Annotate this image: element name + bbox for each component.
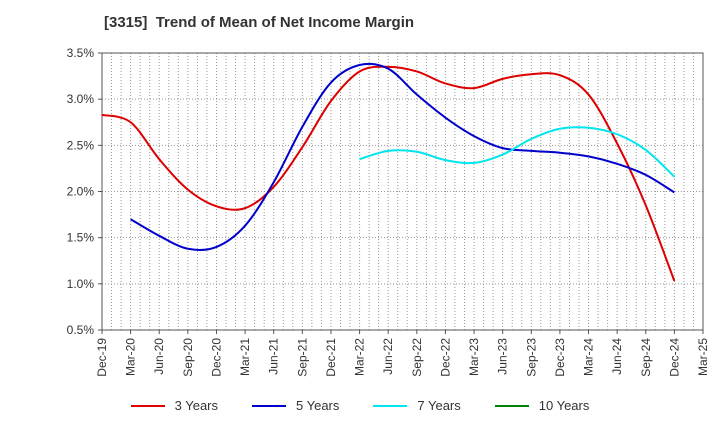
x-tick-label: Mar-22	[353, 338, 367, 376]
x-tick-label: Mar-25	[696, 338, 710, 376]
x-tick-label: Jun-24	[610, 338, 624, 375]
x-tick-label: Sep-23	[524, 338, 538, 377]
x-tick-label: Jun-22	[381, 338, 395, 375]
legend-label: 3 Years	[174, 398, 218, 413]
legend-label: 7 Years	[417, 398, 461, 413]
x-tick-label: Jun-21	[267, 338, 281, 375]
x-tick-label: Mar-21	[238, 338, 252, 376]
legend-item: 7 Years	[373, 398, 461, 413]
x-tick-label: Dec-24	[667, 338, 681, 377]
series-line-5-years	[130, 62, 675, 251]
y-tick-label: 1.0%	[67, 277, 95, 291]
x-tick-label: Sep-24	[639, 338, 653, 377]
x-tick-label: Dec-21	[324, 338, 338, 377]
legend-swatch	[373, 404, 408, 407]
x-tick-label: Mar-23	[467, 338, 481, 376]
legend-swatch	[130, 404, 165, 407]
x-tick-label: Jun-20	[152, 338, 166, 375]
x-tick-label: Sep-22	[410, 338, 424, 377]
y-tick-label: 3.0%	[67, 92, 95, 106]
y-tick-label: 3.5%	[67, 46, 95, 60]
x-tick-label: Dec-20	[209, 338, 223, 377]
legend-label: 10 Years	[538, 398, 590, 413]
legend: 3 Years 5 Years 7 Years 10 Years	[0, 398, 720, 413]
legend-swatch	[494, 404, 529, 407]
x-tick-label: Sep-21	[295, 338, 309, 377]
legend-swatch	[252, 404, 286, 407]
x-tick-label: Sep-20	[181, 338, 195, 377]
x-tick-label: Jun-23	[496, 338, 510, 375]
x-tick-label: Dec-19	[95, 338, 109, 377]
x-tick-label: Mar-20	[124, 338, 138, 376]
legend-item: 10 Years	[494, 398, 590, 413]
legend-label: 5 Years	[296, 398, 340, 413]
legend-item: 3 Years	[130, 398, 218, 413]
y-tick-label: 0.5%	[67, 323, 95, 337]
x-tick-label: Dec-23	[553, 338, 567, 377]
x-tick-label: Dec-22	[438, 338, 452, 377]
y-tick-label: 2.0%	[67, 185, 95, 199]
chart-title: [3315] Trend of Mean of Net Income Margi…	[104, 14, 415, 31]
y-tick-label: 2.5%	[67, 138, 95, 152]
y-tick-label: 1.5%	[67, 231, 95, 245]
series-line-7-years	[359, 126, 676, 178]
x-tick-label: Mar-24	[582, 338, 596, 376]
series-line-3-years	[101, 65, 676, 282]
legend-item: 5 Years	[252, 398, 339, 413]
